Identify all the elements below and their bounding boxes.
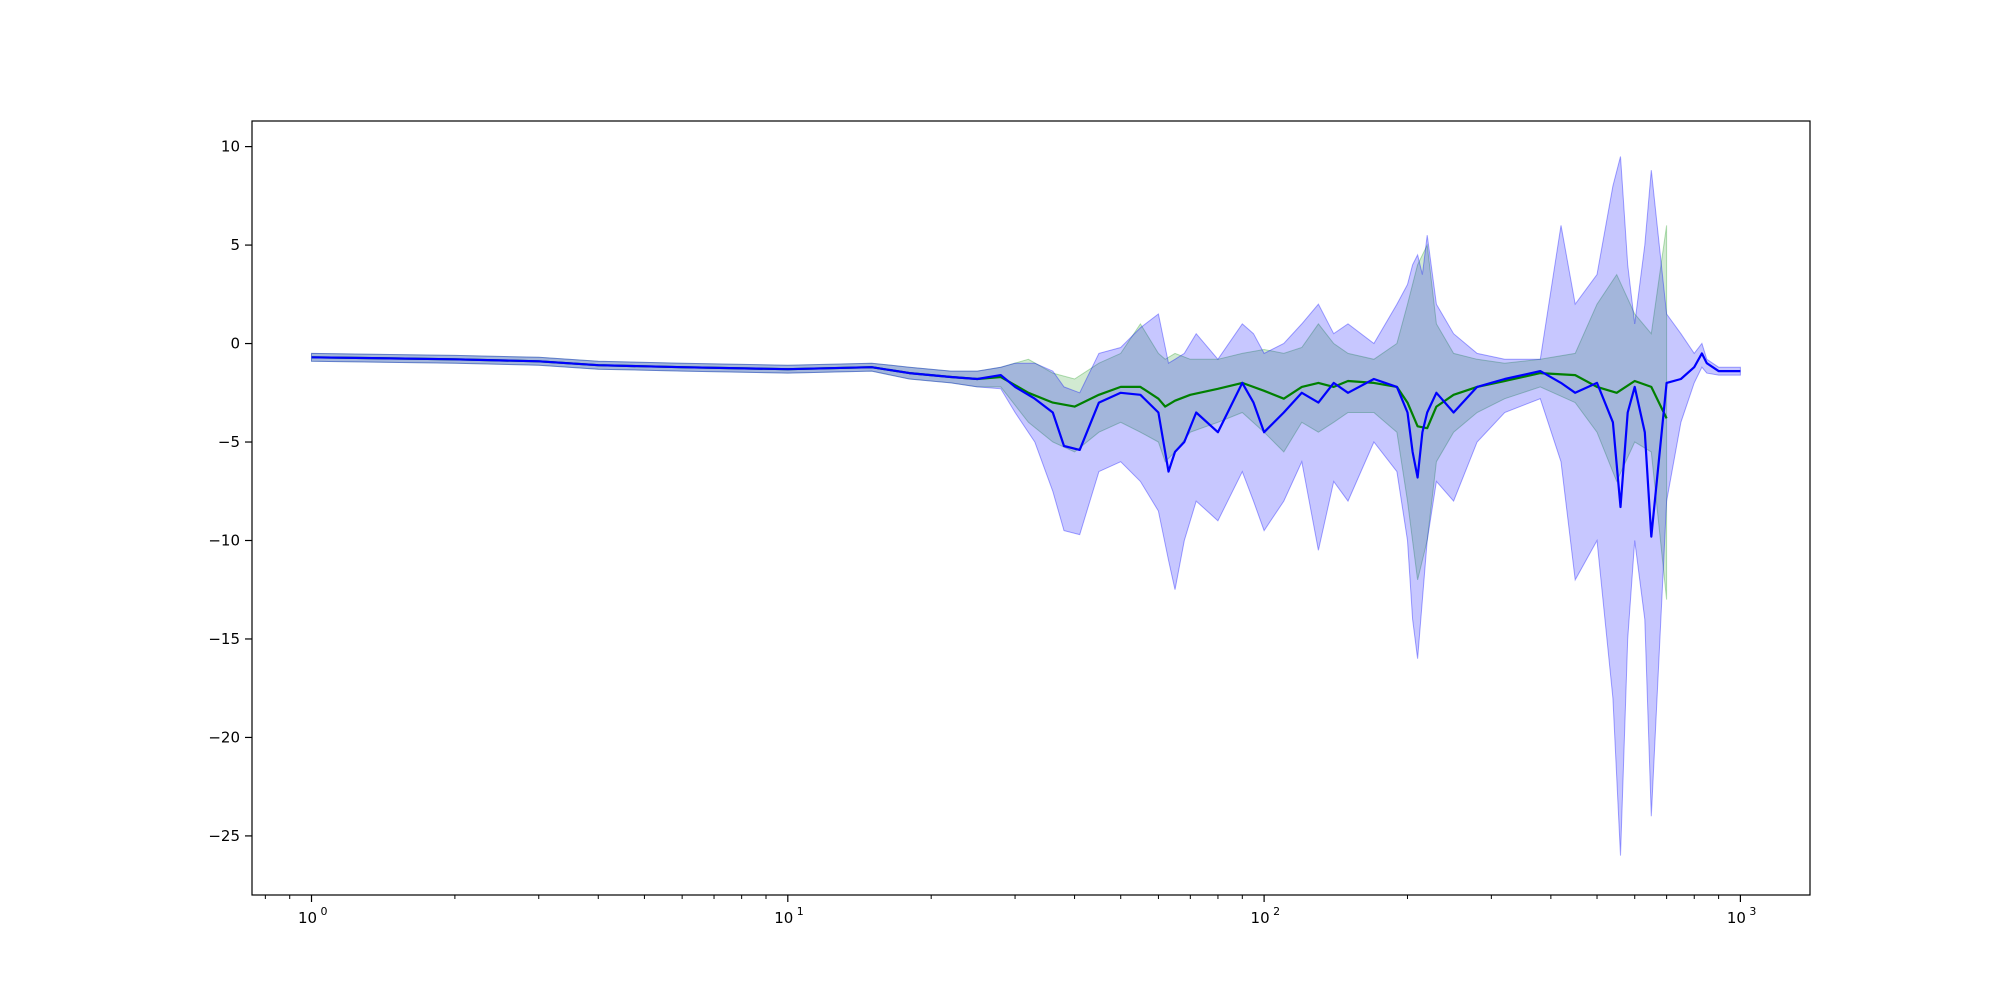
x-tick-exponent: 0: [321, 905, 328, 918]
y-axis: 10 5 0 −5 −10 −15 −20 −25: [208, 138, 252, 845]
y-tick-label: 5: [230, 236, 240, 254]
y-tick-label: −5: [218, 433, 240, 451]
plot-frame: [251, 120, 1811, 896]
x-axis: 10 0 10 1 10 2 10 3: [264, 895, 1756, 927]
band-series-1: [311, 156, 1741, 856]
y-tick-label: −15: [208, 630, 240, 648]
y-tick-label: −10: [208, 531, 240, 549]
series-lines: [311, 352, 1741, 538]
x-tick-label: 10: [298, 909, 317, 927]
band-series-0: [311, 225, 1668, 600]
x-tick-exponent: 3: [1749, 905, 1756, 918]
x-tick-label: 10: [1251, 909, 1270, 927]
y-tick-label: −25: [208, 827, 240, 845]
confidence-bands: [311, 156, 1741, 856]
y-tick-label: 10: [221, 138, 240, 156]
x-tick-label: 10: [1727, 909, 1746, 927]
line-series-1: [311, 352, 1741, 538]
x-tick-label: 10: [774, 909, 793, 927]
x-tick-exponent: 2: [1273, 905, 1280, 918]
x-tick-exponent: 1: [797, 905, 804, 918]
y-tick-label: −20: [208, 728, 240, 746]
y-tick-label: 0: [230, 335, 240, 353]
